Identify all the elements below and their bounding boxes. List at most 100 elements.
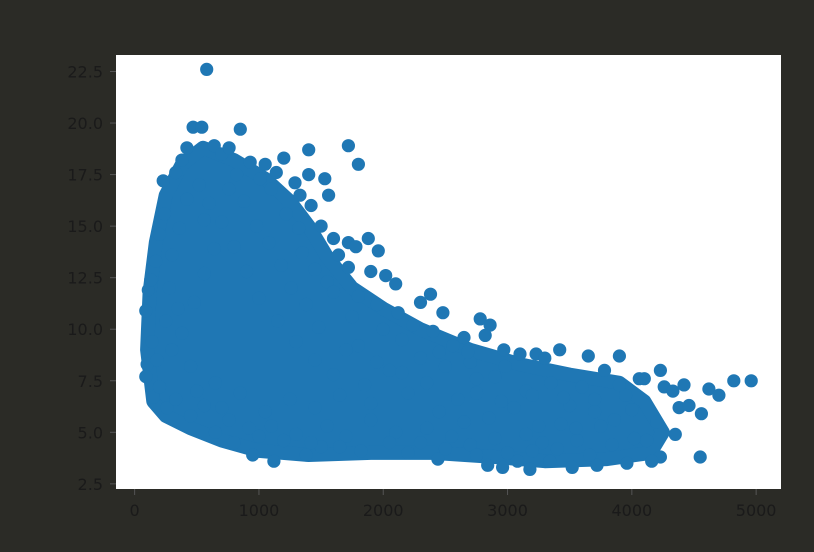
data-point: [304, 198, 318, 213]
data-point: [620, 456, 634, 470]
data-point: [253, 172, 267, 186]
data-point: [510, 454, 525, 468]
data-point: [233, 386, 247, 400]
data-point: [288, 176, 302, 190]
data-point: [175, 326, 189, 340]
data-point: [215, 401, 229, 415]
data-point: [331, 248, 346, 262]
data-point: [483, 318, 497, 332]
data-point: [457, 330, 471, 345]
data-point: [382, 436, 397, 450]
data-point: [289, 335, 303, 349]
data-point: [565, 460, 579, 474]
data-point: [237, 194, 251, 208]
data-point: [312, 320, 326, 334]
y-tick-label: 20.0: [67, 114, 103, 133]
data-point: [222, 182, 236, 196]
data-point: [341, 139, 355, 153]
data-point: [349, 240, 363, 254]
data-point: [575, 380, 589, 394]
data-point: [413, 351, 428, 365]
data-point: [445, 429, 459, 443]
data-point: [227, 240, 241, 254]
data-point: [267, 454, 281, 468]
data-point: [525, 444, 540, 458]
data-point: [619, 388, 633, 402]
data-point: [538, 351, 552, 365]
data-point: [157, 207, 172, 221]
data-point: [395, 365, 409, 380]
data-point: [139, 370, 153, 384]
data-point: [320, 275, 334, 289]
y-axis: 2.5 5.0 7.5 10.0 12.5 15.0 17.5 20.0 22.5: [67, 62, 116, 494]
data-point: [230, 168, 244, 182]
data-point: [308, 401, 322, 415]
data-point: [333, 440, 347, 454]
data-point: [544, 376, 558, 390]
data-point: [277, 433, 291, 448]
data-point: [463, 355, 477, 369]
data-point: [358, 378, 372, 392]
data-point: [180, 141, 194, 155]
data-point: [354, 444, 368, 458]
data-point: [339, 343, 353, 357]
data-point: [318, 172, 332, 186]
data-point: [171, 302, 185, 316]
x-tick-label: 3000: [487, 501, 528, 520]
data-point: [222, 413, 236, 427]
data-point: [304, 436, 318, 450]
data-point: [269, 165, 283, 180]
data-point: [370, 355, 384, 369]
y-tick-label: 10.0: [67, 320, 103, 339]
data-point: [523, 462, 537, 476]
data-point: [473, 312, 487, 326]
data-point: [364, 413, 378, 427]
data-point: [279, 207, 293, 221]
data-point: [432, 345, 446, 359]
data-point: [413, 436, 428, 450]
data-point: [326, 285, 341, 299]
data-point: [175, 153, 189, 167]
data-point: [461, 345, 475, 359]
data-point: [432, 405, 446, 419]
data-point: [553, 343, 567, 357]
data-point: [677, 378, 691, 392]
data-point: [208, 376, 222, 390]
data-point: [507, 401, 521, 415]
data-point: [152, 227, 167, 241]
data-point: [184, 359, 198, 373]
data-point: [320, 419, 334, 433]
data-point: [190, 384, 204, 398]
data-point: [650, 415, 664, 429]
data-point: [469, 372, 484, 386]
data-point: [361, 231, 375, 246]
data-point: [519, 427, 533, 441]
data-point: [141, 283, 155, 297]
data-point: [197, 266, 211, 281]
data-point: [299, 297, 313, 312]
data-point: [289, 427, 303, 441]
data-point: [144, 273, 158, 287]
data-point: [242, 421, 256, 435]
data-point: [345, 310, 359, 324]
y-tick-label: 7.5: [78, 372, 103, 391]
data-point: [497, 343, 511, 357]
data-point: [172, 221, 186, 235]
data-point: [457, 415, 471, 429]
data-point: [274, 258, 288, 272]
data-point: [727, 374, 741, 388]
data-point: [382, 363, 397, 377]
data-point: [150, 353, 164, 367]
data-point: [252, 429, 266, 443]
data-point: [496, 460, 510, 474]
data-point: [165, 343, 179, 357]
data-point: [351, 289, 365, 303]
data-point: [314, 219, 328, 233]
data-point: [588, 392, 602, 406]
data-point: [292, 221, 306, 235]
x-tick-label: 4000: [611, 501, 652, 520]
data-point: [594, 419, 608, 433]
data-point: [341, 260, 355, 274]
data-point: [197, 213, 211, 227]
data-point: [233, 122, 247, 136]
